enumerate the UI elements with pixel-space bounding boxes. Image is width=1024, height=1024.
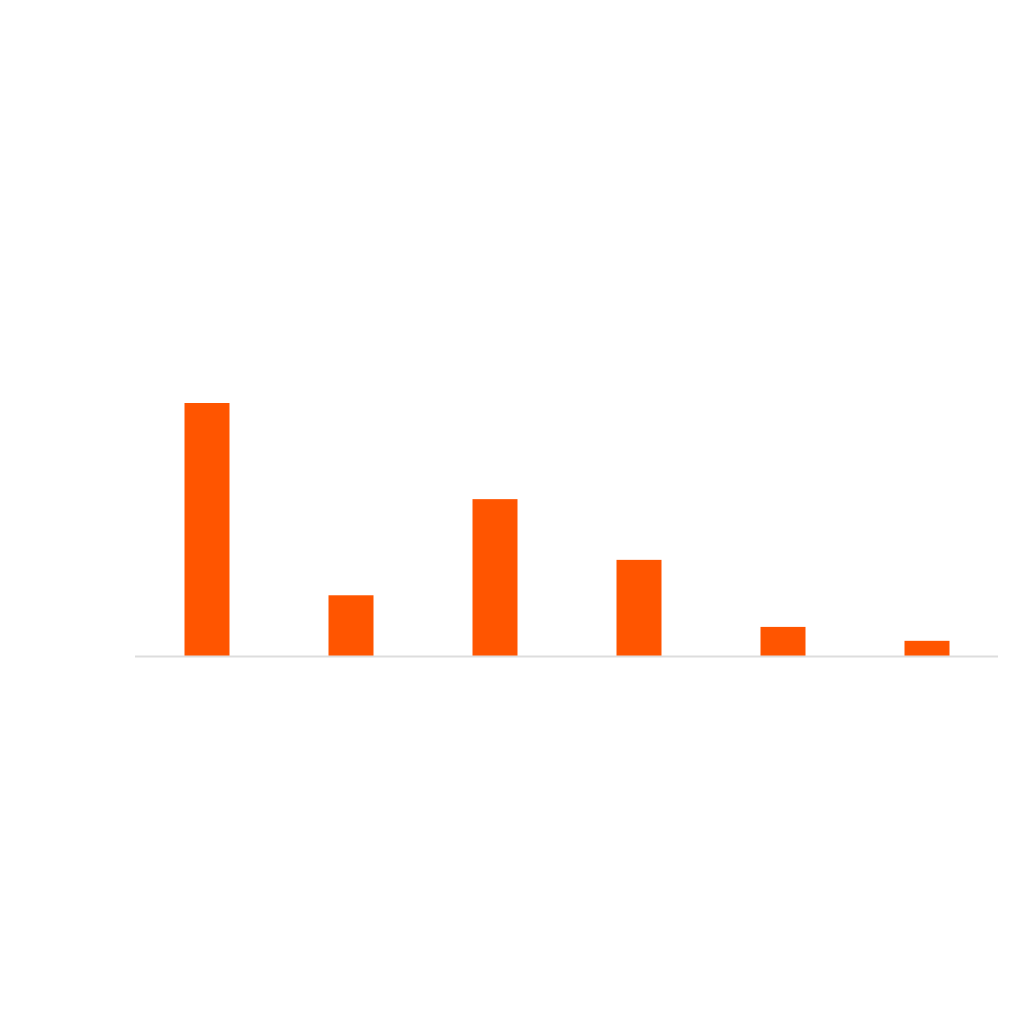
bar-3 (472, 499, 518, 656)
bar-6 (904, 640, 950, 656)
bar-4 (616, 559, 662, 656)
bar-2 (328, 595, 374, 656)
bar-5 (760, 626, 806, 656)
bars-group (184, 403, 950, 656)
bar-1 (184, 403, 230, 656)
